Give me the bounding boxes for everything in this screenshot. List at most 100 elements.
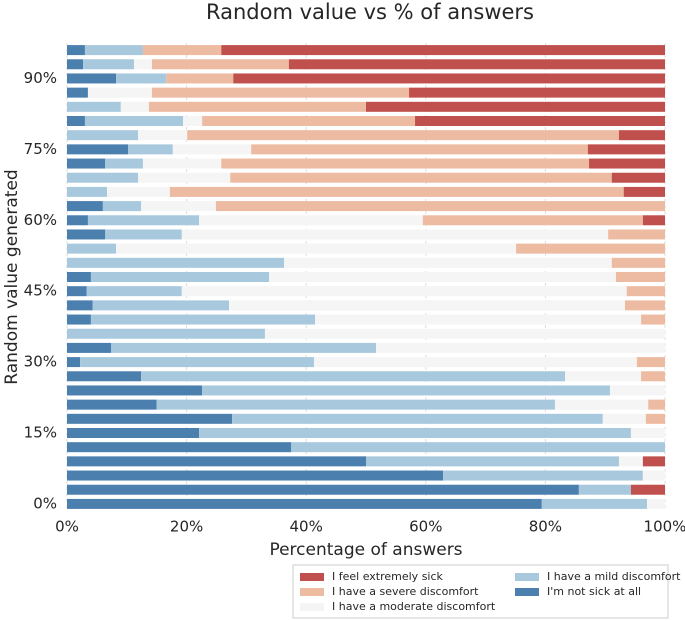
bar-segment [67, 456, 366, 467]
bar-segment [80, 357, 314, 368]
bar-segment [376, 342, 665, 353]
bar-segment [67, 59, 84, 70]
bar-segment [105, 229, 182, 240]
bar-segment [313, 357, 637, 368]
bar-segment [67, 229, 106, 240]
x-tick-label: 20% [170, 518, 203, 536]
bar-segment [641, 314, 665, 325]
bar-segment [127, 144, 173, 155]
bar-segment [67, 385, 203, 396]
bar-segment [87, 215, 200, 226]
bar-segment [602, 413, 646, 424]
bar-segment [107, 186, 170, 197]
bar-segment [67, 342, 112, 353]
bar-segment [83, 59, 134, 70]
bar-segment [67, 442, 292, 453]
bar-segment [516, 243, 665, 254]
bar-segment [67, 470, 444, 481]
bar-segment [67, 399, 157, 410]
bar-segment [630, 484, 665, 495]
bar-segment [67, 371, 142, 382]
bar-segment [87, 87, 152, 98]
bar-segment [151, 59, 289, 70]
legend-swatch [300, 573, 324, 581]
y-axis-label: Random value generated [2, 169, 22, 384]
bar-segment [84, 116, 184, 126]
bar-segment [90, 272, 270, 282]
bar-segment [415, 116, 665, 126]
bar-segment [156, 399, 555, 410]
bar-segment [187, 130, 619, 141]
bar-segment [67, 257, 285, 268]
bar-segment [215, 201, 666, 212]
bar-segment [624, 300, 665, 311]
bar-segment [67, 172, 139, 183]
x-tick-label: 40% [290, 518, 323, 536]
bar-segment [366, 456, 619, 467]
bar-segment [251, 144, 588, 155]
bar-segment [232, 413, 603, 424]
bar-segment [443, 470, 643, 481]
bar-segment [138, 130, 188, 141]
y-tick-label: 75% [24, 140, 57, 158]
bar-segment [587, 144, 665, 155]
bar-segment [67, 328, 265, 339]
y-tick-label: 15% [24, 424, 57, 442]
bar-segment [67, 286, 87, 297]
bar-segment [116, 243, 517, 254]
bar-segment [67, 87, 88, 98]
bar-segment [609, 385, 665, 396]
x-tick-label: 0% [55, 518, 79, 536]
bar-segment [288, 59, 665, 70]
bar-segment [233, 73, 665, 84]
bar-segment [133, 59, 152, 70]
bar-segment [92, 300, 230, 311]
bar-segment [636, 357, 665, 368]
legend-label: I feel extremely sick [332, 570, 444, 583]
bar-segment [642, 470, 665, 481]
bar-segment [67, 428, 200, 438]
bar-segment [630, 428, 665, 438]
bar-segment [221, 158, 590, 169]
x-tick-label: 60% [409, 518, 442, 536]
bar-segment [202, 116, 416, 126]
bar-segment [67, 215, 88, 226]
bar-segment [67, 498, 542, 509]
bar-segment [642, 215, 665, 226]
bar-segment [648, 399, 665, 410]
bar-segment [105, 158, 143, 169]
chart-title: Random value vs % of answers [206, 0, 534, 24]
bar-segment [641, 371, 665, 382]
bar-segment [221, 45, 665, 56]
bar-segment [230, 172, 612, 183]
bar-segment [67, 300, 93, 311]
bar-segment [565, 371, 642, 382]
bar-segment [409, 87, 665, 98]
bar-segment [86, 286, 182, 297]
bar-segment [67, 73, 117, 84]
bar-segment [172, 144, 252, 155]
bar-segment [554, 399, 649, 410]
x-tick-label: 80% [529, 518, 562, 536]
bar-segment [111, 342, 377, 353]
y-tick-label: 90% [24, 69, 57, 87]
legend-swatch [300, 603, 324, 611]
bar-segment [138, 172, 231, 183]
y-tick-label: 30% [24, 353, 57, 371]
legend-label: I have a severe discomfort [332, 585, 479, 598]
bar-segment [199, 428, 631, 438]
bar-segment [366, 101, 665, 112]
legend-swatch [300, 588, 324, 596]
bar-segment [315, 314, 642, 325]
bar-segment [541, 498, 648, 509]
legend-label: I'm not sick at all [547, 585, 641, 598]
bar-segment [67, 186, 108, 197]
bar-segment [611, 257, 665, 268]
bar-segment [284, 257, 612, 268]
bar-segment [626, 286, 665, 297]
bar-segment [67, 101, 121, 112]
bar-segment [67, 201, 103, 212]
y-tick-label: 45% [24, 282, 57, 300]
bar-segment [608, 229, 665, 240]
